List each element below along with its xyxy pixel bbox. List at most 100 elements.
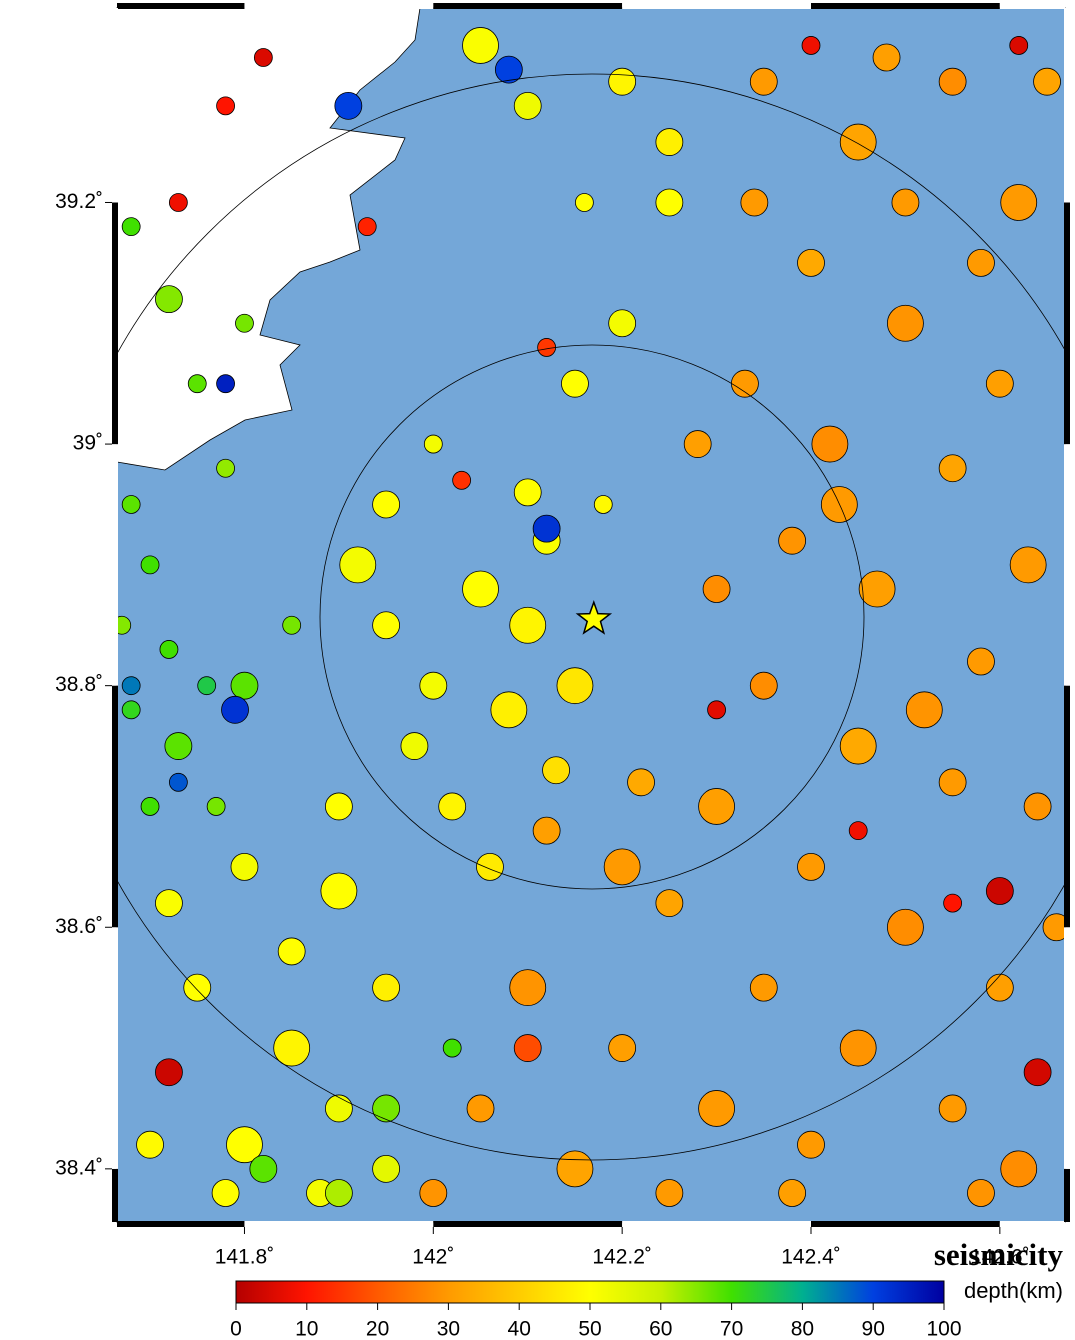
colorbar-tick-label: 10: [295, 1318, 318, 1340]
colorbar-tick-label: 30: [437, 1318, 460, 1340]
earthquake: [938, 1094, 967, 1123]
earthquake: [159, 640, 179, 659]
earthquake: [155, 285, 183, 314]
earthquake: [334, 91, 363, 120]
earthquake: [967, 647, 995, 676]
earthquake: [490, 691, 528, 729]
earthquake: [1000, 1150, 1038, 1188]
earthquake: [967, 1179, 995, 1207]
earthquake: [943, 893, 963, 913]
x-tick-label: 142˚: [412, 1246, 454, 1269]
earthquake: [872, 43, 901, 72]
earthquake: [211, 1179, 240, 1207]
earthquake: [608, 1034, 637, 1062]
earthquake: [230, 852, 259, 881]
y-tick-label: 39˚: [73, 432, 103, 455]
earthquake: [197, 676, 217, 696]
earthquake: [797, 852, 825, 881]
earthquake: [1042, 913, 1065, 942]
colorbar-label: depth(km): [964, 1278, 1063, 1303]
earthquake: [702, 575, 731, 603]
colorbar-tick-label: 90: [862, 1318, 885, 1340]
earthquake: [655, 188, 684, 217]
earthquake: [556, 1150, 594, 1188]
earthquake: [801, 36, 821, 55]
earthquake: [1000, 184, 1038, 221]
earthquake: [452, 470, 472, 490]
events: [117, 27, 1065, 1207]
earthquake: [509, 606, 547, 644]
earthquake: [121, 217, 141, 237]
earthquake: [938, 454, 967, 483]
earthquake: [155, 1058, 183, 1087]
earthquake: [206, 797, 226, 816]
earthquake: [561, 369, 589, 398]
y-tick-label: 39.2˚: [55, 190, 103, 213]
earthquake: [839, 123, 877, 161]
y-tick-label: 38.6˚: [55, 915, 103, 938]
distance-ring: [319, 344, 865, 890]
earthquake: [905, 691, 943, 729]
earthquake: [476, 852, 504, 881]
earthquake: [891, 188, 920, 217]
earthquake: [419, 671, 448, 700]
colorbar-tick-label: 70: [720, 1318, 743, 1340]
colorbar-tick-label: 0: [230, 1318, 242, 1340]
earthquake: [155, 889, 183, 917]
x-tick-label: 142.4˚: [781, 1246, 841, 1269]
earthquake: [839, 727, 877, 765]
earthquake: [811, 425, 849, 463]
earthquake: [608, 309, 637, 338]
colorbar-tick-label: 80: [791, 1318, 814, 1340]
earthquake: [985, 877, 1014, 905]
earthquake: [183, 973, 212, 1002]
earthquake: [117, 615, 132, 635]
earthquake: [372, 611, 401, 640]
earthquake: [887, 304, 924, 342]
earthquake: [235, 313, 254, 333]
earthquake: [140, 555, 160, 575]
earthquake: [320, 872, 358, 910]
earthquake: [164, 732, 193, 760]
earthquake: [221, 695, 249, 724]
earthquake: [419, 1179, 448, 1207]
earthquake: [887, 908, 924, 946]
earthquake: [273, 1029, 311, 1067]
earthquake: [938, 768, 967, 797]
earthquake: [216, 374, 235, 394]
earthquake: [698, 1090, 735, 1127]
colorbar-tick-label: 100: [926, 1318, 961, 1340]
earthquake: [858, 570, 896, 608]
x-tick-label: 142.2˚: [592, 1246, 652, 1269]
earthquake: [848, 821, 868, 841]
earthquake: [121, 676, 141, 696]
earthquake: [603, 848, 641, 886]
map-title: seismicity: [934, 1237, 1064, 1272]
land: [117, 8, 421, 471]
earthquake: [509, 969, 547, 1007]
earthquake: [967, 248, 995, 277]
earthquake: [1023, 1058, 1052, 1087]
earthquake: [372, 490, 401, 519]
y-tick-label: 38.8˚: [55, 673, 103, 696]
earthquake: [1009, 36, 1029, 55]
earthquake: [749, 67, 778, 96]
earthquake: [574, 193, 594, 212]
earthquake: [226, 1126, 263, 1164]
earthquake: [532, 816, 561, 845]
distance-ring: [117, 73, 1065, 1161]
earthquake: [938, 67, 967, 96]
earthquake: [627, 768, 655, 797]
colorbar-tick-label: 60: [649, 1318, 672, 1340]
colorbar: [235, 1280, 945, 1304]
earthquake: [282, 615, 302, 635]
earthquake: [1009, 546, 1047, 584]
earthquake: [216, 96, 235, 116]
earthquake: [121, 700, 141, 720]
earthquake: [339, 546, 377, 584]
earthquake: [438, 792, 467, 821]
earthquake: [513, 91, 542, 120]
earthquake: [749, 671, 778, 700]
epicenter: [575, 599, 613, 635]
